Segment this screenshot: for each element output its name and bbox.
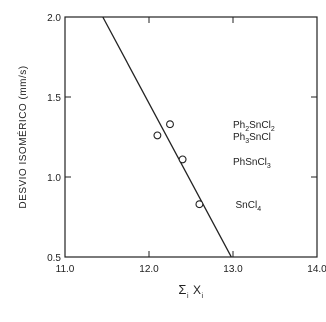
- x-tick-label: 12.0: [139, 264, 159, 275]
- y-tick-label: 1.5: [47, 93, 61, 104]
- y-tick-label: 0.5: [47, 253, 61, 264]
- x-axis-variable: X: [193, 283, 202, 297]
- data-point: [153, 131, 162, 140]
- x-tick-label: 11.0: [56, 264, 75, 275]
- compound-label: Ph2SnCl2: [233, 120, 275, 133]
- data-point: [178, 155, 187, 164]
- plot-frame: [64, 16, 318, 258]
- x-tick-labels: 11.0 12.0 13.0 14.0: [56, 264, 326, 275]
- data-point: [166, 120, 174, 129]
- x-axis-title: Σi Xi: [178, 282, 203, 300]
- compound-label: PhSnCl3: [233, 157, 271, 170]
- compound-label: SnCl4: [236, 200, 262, 213]
- x-axis-sum-index: i: [187, 293, 189, 300]
- x-axis-variable-index: i: [202, 293, 204, 300]
- x-tick-label: 13.0: [223, 264, 243, 275]
- x-tick-label: 14.0: [307, 264, 326, 275]
- compound-label: Ph3SnCl: [233, 132, 271, 145]
- data-point: [195, 200, 204, 209]
- y-tick-label: 1.0: [47, 173, 61, 184]
- y-tick-label: 2.0: [47, 13, 61, 24]
- y-tick-labels: 0.5 1.0 1.5 2.0: [47, 13, 61, 264]
- x-axis-sum-symbol: Σ: [178, 282, 187, 297]
- data-series: [102, 16, 232, 258]
- fit-line: [102, 16, 232, 258]
- y-axis-title: DESVIO ISOMÉRICO (mm/s): [16, 65, 29, 208]
- axis-ticks: [64, 16, 318, 258]
